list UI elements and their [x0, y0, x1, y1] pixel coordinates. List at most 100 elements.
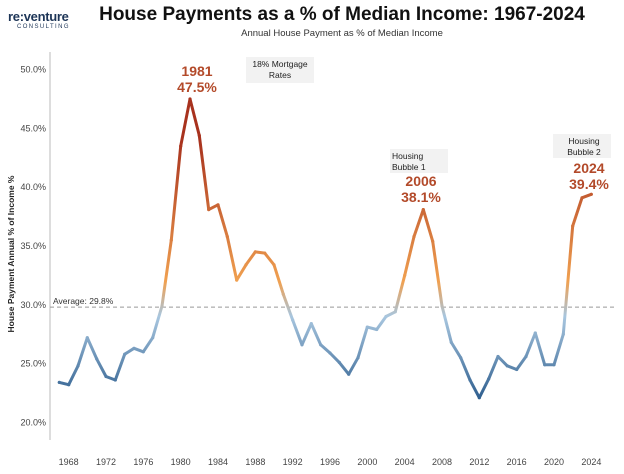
y-tick-label: 35.0% [20, 241, 46, 251]
data-point [533, 331, 537, 335]
data-point [524, 354, 528, 359]
data-point [225, 235, 229, 239]
annotation-value: 38.1% [401, 189, 441, 205]
y-tick-label: 25.0% [20, 359, 46, 369]
data-point [515, 367, 519, 372]
data-point [356, 356, 360, 360]
data-point [123, 352, 127, 356]
annotation-2024: Housing Bubble 2 2024 39.4% [553, 134, 611, 192]
annotation-note-line: 18% Mortgage [252, 59, 308, 69]
data-point [207, 208, 211, 212]
y-tick-label: 50.0% [20, 65, 46, 75]
annotation-box [390, 149, 448, 173]
y-tick-label: 30.0% [20, 300, 46, 310]
data-point [487, 377, 491, 381]
annotation-year: 1981 [181, 63, 212, 79]
data-point [76, 364, 80, 368]
logo-wordmark: re:venture [8, 9, 69, 24]
data-point [291, 318, 295, 322]
data-point [244, 263, 248, 267]
annotation-note-line: Housing [392, 151, 423, 161]
data-point [552, 363, 556, 367]
annotation-box [553, 134, 611, 158]
x-tick-label: 1996 [320, 457, 340, 467]
x-tick-label: 2024 [581, 457, 601, 467]
series-line [57, 97, 593, 400]
annotation-year: 2006 [405, 173, 436, 189]
data-point [85, 336, 89, 340]
x-tick-label: 1980 [171, 457, 191, 467]
data-point [477, 396, 481, 400]
annotation-box [246, 57, 314, 83]
x-tick-label: 2020 [544, 457, 564, 467]
data-point [113, 378, 117, 382]
data-point [412, 235, 416, 239]
annotation-note-line: Bubble 1 [392, 162, 426, 172]
data-point [281, 292, 285, 296]
x-tick-label: 1976 [133, 457, 153, 467]
annotation-note-line: Housing [568, 136, 599, 146]
data-point [160, 304, 164, 308]
data-point [365, 325, 369, 329]
data-point [328, 351, 332, 355]
data-point [421, 208, 425, 212]
data-point [561, 332, 565, 336]
data-point [347, 372, 351, 376]
data-point [505, 364, 509, 368]
x-tick-label: 2012 [469, 457, 489, 467]
data-point [543, 363, 547, 367]
data-point [272, 263, 276, 267]
data-point [459, 356, 463, 360]
data-point [300, 343, 304, 347]
annotation-year: 2024 [573, 160, 604, 176]
data-point [151, 336, 155, 340]
data-point [319, 343, 323, 347]
brand-logo: re:venture CONSULTING [8, 9, 74, 30]
x-tick-label: 2008 [432, 457, 452, 467]
data-point [468, 378, 472, 382]
data-point [253, 250, 257, 254]
data-point [589, 192, 593, 196]
x-tick-label: 1984 [208, 457, 228, 467]
data-point [104, 374, 108, 379]
data-point [95, 357, 99, 361]
data-point [431, 239, 435, 243]
x-tick-label: 2016 [507, 457, 527, 467]
x-tick-label: 1968 [59, 457, 79, 467]
data-point [263, 251, 267, 255]
data-point [580, 196, 584, 200]
y-tick-label: 20.0% [20, 417, 46, 427]
data-point [403, 273, 407, 277]
x-tick-label: 2000 [357, 457, 377, 467]
annotation-2006: Housing Bubble 1 2006 38.1% [390, 149, 448, 205]
x-tick-label: 1992 [283, 457, 303, 467]
x-tick-label: 2004 [395, 457, 415, 467]
data-point [393, 310, 397, 314]
annotation-note-line: Bubble 2 [567, 147, 601, 157]
data-point [216, 203, 220, 207]
chart-title: House Payments as a % of Median Income: … [99, 4, 585, 25]
data-point [375, 327, 379, 332]
x-tick-label: 1988 [245, 457, 265, 467]
data-point [496, 354, 500, 359]
data-point [449, 340, 453, 344]
data-point [337, 360, 341, 364]
annotation-1981: 18% Mortgage Rates 1981 47.5% [177, 57, 314, 95]
y-tick-label: 45.0% [20, 123, 46, 133]
data-point [179, 144, 183, 148]
average-label: Average: 29.8% [53, 296, 114, 306]
y-tick-label: 40.0% [20, 182, 46, 192]
data-point [57, 380, 61, 384]
data-point [67, 383, 71, 387]
x-axis-ticks: 1968 1972 1976 1980 1984 1988 1992 1996 2000 2004… [59, 457, 602, 467]
chart-subtitle: Annual House Payment as % of Median Inco… [241, 28, 443, 39]
data-point [440, 304, 444, 308]
y-axis-ticks: 20.0% 25.0% 30.0% 35.0% 40.0% 45.0% 50.0% [20, 65, 46, 428]
annotation-note-line: Rates [269, 70, 291, 80]
data-point [197, 133, 201, 138]
annotation-value: 39.4% [569, 176, 609, 192]
data-point [235, 278, 239, 282]
logo-tagline: CONSULTING [17, 24, 70, 30]
data-point [141, 350, 145, 354]
